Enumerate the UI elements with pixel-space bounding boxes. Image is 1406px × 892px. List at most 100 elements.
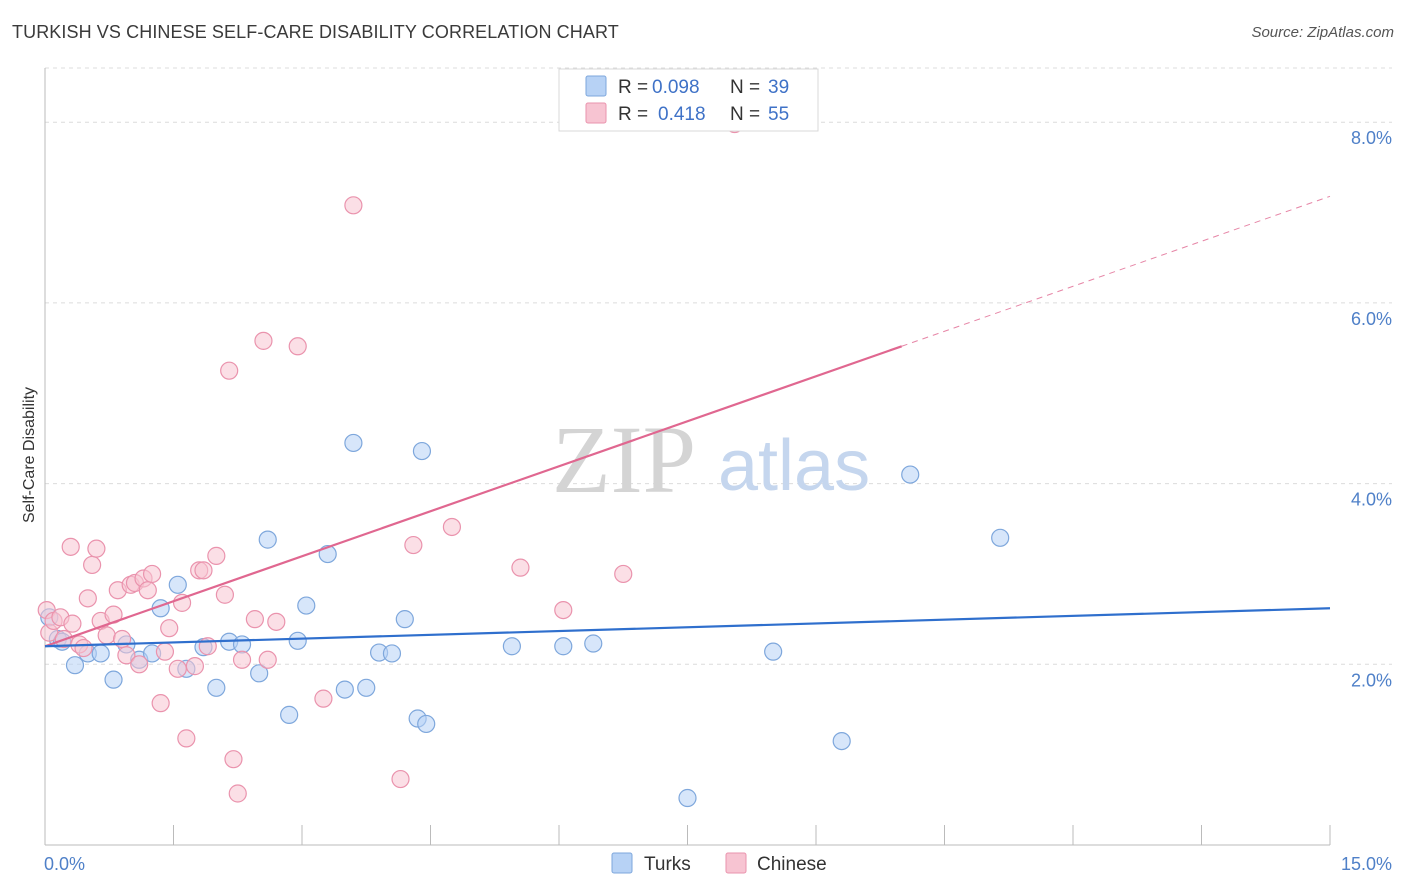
- legend-r-label-turks: R =: [618, 77, 648, 98]
- chinese-point: [97, 626, 116, 645]
- legend-n-label-turks: N =: [730, 77, 760, 98]
- y-tick-label: 8.0%: [1351, 128, 1392, 148]
- x-tick-label: 15.0%: [1341, 854, 1392, 874]
- chinese-point: [207, 546, 226, 565]
- axes: [44, 68, 1331, 846]
- turks-point: [357, 678, 376, 697]
- chinese-point: [61, 537, 80, 556]
- chinese-point: [288, 337, 307, 356]
- chinese-point: [245, 610, 264, 629]
- chinese-trend-line: [44, 345, 903, 648]
- legend-r-value-turks: 0.098: [652, 77, 700, 98]
- chart-title: TURKISH VS CHINESE SELF-CARE DISABILITY …: [12, 22, 619, 42]
- turks-point: [554, 637, 573, 656]
- chinese-point: [78, 589, 97, 608]
- chinese-point: [267, 612, 286, 631]
- x-tick-label: 0.0%: [44, 854, 85, 874]
- turks-point: [168, 575, 187, 594]
- chinese-point: [614, 564, 633, 584]
- gridlines: [45, 67, 1392, 665]
- legend-n-value-chinese: 55: [768, 104, 789, 125]
- chinese-point: [404, 535, 423, 555]
- bottom-legend-chinese: Chinese: [757, 854, 827, 875]
- chinese-point: [155, 642, 175, 661]
- chinese-point: [168, 659, 187, 678]
- chinese-point: [220, 361, 239, 380]
- turks-point: [232, 635, 252, 654]
- watermark-zip: ZIP: [552, 406, 696, 513]
- turks-point: [382, 644, 402, 663]
- x-tick-labels: 0.0% 15.0%: [44, 854, 1392, 874]
- turks-point: [207, 678, 226, 697]
- bottom-legend-swatch-chinese: [725, 852, 747, 874]
- chinese-point: [224, 750, 243, 769]
- source-label: Source: ZipAtlas.com: [1251, 24, 1394, 41]
- bottom-legend: Turks Chinese: [611, 852, 827, 875]
- chinese-point: [177, 729, 196, 748]
- y-tick-labels: 2.0% 4.0% 6.0% 8.0%: [1351, 128, 1392, 690]
- turks-point: [764, 642, 783, 661]
- chinese-point: [130, 655, 149, 674]
- chinese-point: [254, 331, 273, 350]
- chinese-point: [160, 619, 179, 638]
- legend-n-label-chinese: N =: [730, 104, 760, 125]
- legend-swatch-chinese: [585, 102, 607, 124]
- chinese-point: [185, 657, 205, 676]
- turks-point: [344, 433, 363, 453]
- chinese-point: [117, 646, 136, 665]
- chinese-point: [83, 555, 102, 575]
- bottom-legend-turks: Turks: [644, 854, 691, 875]
- chinese-point: [258, 650, 277, 669]
- chinese-point: [442, 517, 462, 537]
- watermark: ZIP atlas: [552, 406, 870, 513]
- chinese-points: [37, 114, 744, 803]
- turks-point: [991, 528, 1010, 547]
- chinese-point: [232, 650, 252, 669]
- turks-point: [258, 530, 277, 549]
- legend-r-label-chinese: R =: [618, 104, 648, 125]
- turks-point: [417, 714, 436, 734]
- chinese-point: [63, 614, 82, 633]
- turks-point: [395, 610, 414, 629]
- y-axis-title: Self-Care Disability: [21, 387, 38, 523]
- turks-point: [250, 664, 269, 683]
- turks-point: [280, 705, 299, 724]
- y-tick-label: 4.0%: [1351, 490, 1392, 510]
- legend-swatch-turks: [585, 75, 607, 97]
- turks-point: [412, 441, 432, 461]
- chinese-point: [215, 585, 234, 604]
- turks-point: [91, 644, 110, 663]
- turks-point: [104, 670, 123, 689]
- chinese-point: [138, 581, 157, 600]
- turks-point: [502, 637, 521, 656]
- turks-point: [335, 680, 354, 699]
- trend-lines: [44, 195, 1331, 648]
- chinese-point: [314, 689, 333, 708]
- bottom-legend-swatch-turks: [611, 852, 633, 874]
- legend-n-value-turks: 39: [768, 77, 789, 98]
- chinese-point: [228, 784, 247, 803]
- chinese-point: [194, 561, 213, 580]
- chinese-point: [391, 769, 410, 789]
- chinese-point: [74, 638, 93, 658]
- top-legend: R = 0.098 N = 39 R = 0.418 N = 55: [558, 68, 819, 132]
- chinese-point: [87, 539, 106, 558]
- chinese-point: [142, 564, 162, 584]
- turks-point: [901, 465, 920, 484]
- turks-point: [297, 596, 316, 615]
- turks-point: [584, 634, 603, 653]
- chinese-point: [511, 558, 530, 577]
- y-tick-label: 6.0%: [1351, 309, 1392, 329]
- turks-point: [288, 631, 307, 650]
- chinese-trend-extension: [901, 195, 1331, 347]
- chinese-point: [151, 694, 170, 713]
- y-tick-label: 2.0%: [1351, 670, 1392, 690]
- turks-point: [832, 731, 851, 751]
- turks-trend-line: [44, 607, 1331, 648]
- chinese-point: [554, 600, 573, 620]
- turks-point: [65, 656, 85, 675]
- chinese-point: [344, 196, 363, 215]
- turks-point: [678, 788, 697, 808]
- watermark-atlas: atlas: [718, 426, 870, 506]
